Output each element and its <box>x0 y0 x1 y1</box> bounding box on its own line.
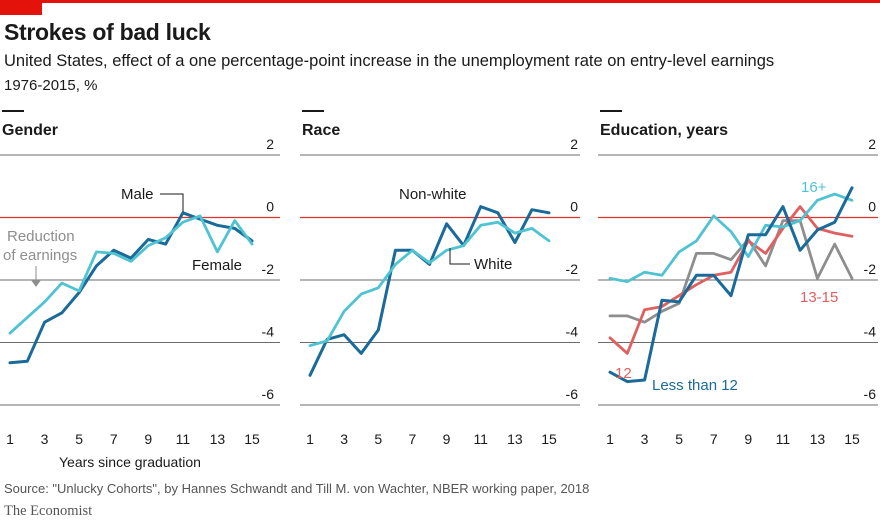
y-tick-label: -4 <box>262 324 275 340</box>
x-tick-label: 7 <box>110 431 118 447</box>
x-tick-label: 15 <box>541 431 557 447</box>
x-tick-label: 13 <box>810 431 826 447</box>
x-tick-label: 1 <box>306 431 314 447</box>
series-label-16plus: 16+ <box>801 179 827 196</box>
x-tick-label: 1 <box>6 431 14 447</box>
y-tick-label: 2 <box>266 136 274 152</box>
brand-logo: The Economist <box>4 503 93 519</box>
series-label-12: 12 <box>615 365 632 382</box>
x-tick-label: 3 <box>641 431 649 447</box>
x-tick-label: 9 <box>443 431 451 447</box>
series-label-non-white: Non-white <box>399 186 467 203</box>
x-tick-label: 7 <box>710 431 718 447</box>
x-tick-label: 9 <box>144 431 152 447</box>
y-tick-label: 2 <box>868 136 876 152</box>
annotation-reduction-line2: of earnings <box>3 247 77 264</box>
series-line-female <box>8 214 254 335</box>
x-tick-label: 15 <box>244 431 260 447</box>
top-accent-bar <box>0 0 880 3</box>
series-line-non-white <box>308 205 551 377</box>
series-label-female: Female <box>192 257 242 274</box>
label-leader-white <box>449 248 470 265</box>
x-tick-label: 3 <box>340 431 348 447</box>
panel-title-bar <box>302 110 324 112</box>
panel-title-bar <box>2 110 24 112</box>
x-axis-label: Years since graduation <box>59 454 201 470</box>
panel-title: Education, years <box>600 122 728 139</box>
x-tick-label: 11 <box>776 431 791 447</box>
chart-subtitle-period: 1976-2015, % <box>4 77 98 94</box>
x-tick-label: 5 <box>374 431 382 447</box>
series-line-16- <box>608 192 854 284</box>
x-tick-label: 5 <box>675 431 683 447</box>
annotation-arrow-head <box>31 280 41 287</box>
y-tick-label: 0 <box>868 199 876 215</box>
series-line-less-than-12 <box>608 186 854 384</box>
y-tick-label: 2 <box>570 136 578 152</box>
annotation-reduction-line1: Reduction <box>7 228 75 245</box>
series-label-white: White <box>474 256 512 273</box>
panel-title-bar <box>600 110 622 112</box>
series-label-less-than-12: Less than 12 <box>652 377 738 394</box>
label-leader-male <box>160 193 184 212</box>
chart-subtitle: United States, effect of a one percentag… <box>4 52 775 70</box>
series-line-13-15 <box>608 219 854 324</box>
x-tick-label: 9 <box>744 431 752 447</box>
x-tick-label: 15 <box>844 431 860 447</box>
series-label-male: Male <box>121 186 154 203</box>
y-tick-label: -4 <box>864 324 877 340</box>
y-tick-label: 0 <box>266 199 274 215</box>
y-tick-label: -2 <box>566 261 579 277</box>
x-tick-label: 5 <box>75 431 83 447</box>
series-line-white <box>308 220 551 348</box>
y-tick-label: -6 <box>864 386 877 402</box>
y-tick-label: -4 <box>566 324 579 340</box>
series-line-male <box>8 211 254 365</box>
x-tick-label: 3 <box>41 431 49 447</box>
x-tick-label: 11 <box>473 431 488 447</box>
x-tick-label: 7 <box>409 431 417 447</box>
chart-title: Strokes of bad luck <box>4 19 211 45</box>
y-tick-label: 0 <box>570 199 578 215</box>
source-note: Source: "Unlucky Cohorts", by Hannes Sch… <box>4 481 590 496</box>
y-tick-label: -2 <box>864 261 877 277</box>
x-tick-label: 13 <box>210 431 226 447</box>
panel-title: Gender <box>2 122 58 139</box>
series-label-13-15: 13-15 <box>800 289 838 306</box>
y-tick-label: -6 <box>262 386 275 402</box>
y-tick-label: -6 <box>566 386 579 402</box>
series-line-12 <box>608 205 854 355</box>
x-tick-label: 1 <box>606 431 614 447</box>
panel-title: Race <box>302 122 340 139</box>
x-tick-label: 13 <box>507 431 523 447</box>
x-tick-label: 11 <box>176 431 191 447</box>
top-accent-flag <box>0 0 42 15</box>
y-tick-label: -2 <box>262 261 275 277</box>
